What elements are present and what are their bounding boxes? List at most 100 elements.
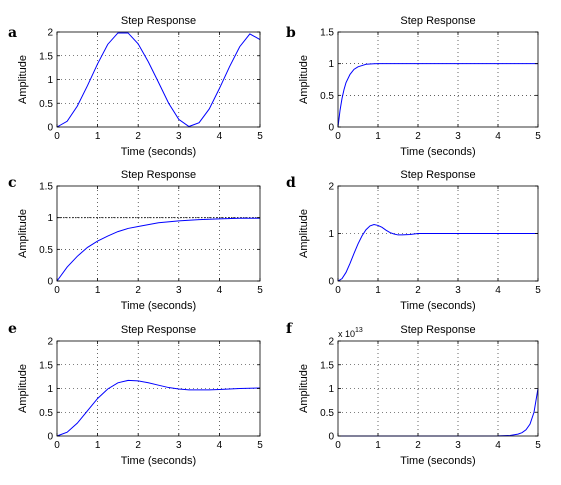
y-tick-label: 0	[47, 123, 53, 134]
x-axis-label: Time (seconds)	[400, 455, 475, 467]
chart-title: Step Response	[121, 169, 196, 181]
x-tick-label: 2	[415, 285, 421, 296]
y-tick-label: 0	[328, 432, 334, 443]
x-tick-label: 5	[535, 440, 541, 451]
x-tick-label: 0	[54, 131, 60, 142]
series-line	[56, 32, 261, 128]
chart-panel-c: 0 1 2 3 4 5 0 0.5 1 1.5 Step Response Time (seconds…	[8, 169, 263, 312]
x-axis-label: Time (seconds)	[121, 146, 196, 158]
series-line	[337, 223, 538, 282]
y-tick-label: 0.5	[39, 99, 53, 110]
y-tick-label: 2	[328, 182, 334, 193]
y-tick-label: 2	[328, 337, 334, 348]
x-tick-label: 1	[95, 440, 101, 451]
y-axis-label: Amplitude	[298, 55, 310, 104]
chart-title: Step Response	[400, 324, 475, 336]
y-tick-label: 1	[47, 384, 53, 395]
y-axis-label: Amplitude	[298, 209, 310, 258]
y-tick-label: 0.5	[39, 408, 53, 419]
x-tick-label: 4	[217, 440, 223, 451]
y-tick-label: 1.5	[39, 51, 53, 62]
y-axis-label: Amplitude	[17, 55, 29, 104]
y-tick-label: 1	[328, 384, 334, 395]
plot-area	[57, 186, 260, 281]
x-tick-label: 2	[135, 440, 141, 451]
chart-panel-e: 0 1 2 3 4 5 0 0.5 1 1.5 2 Step Response Time (second…	[8, 321, 263, 467]
x-tick-label: 3	[455, 440, 461, 451]
y-exponent-power: 13	[355, 327, 363, 334]
y-tick-label: 0	[328, 277, 334, 288]
panel-letter: d	[286, 175, 296, 191]
chart-title: Step Response	[400, 169, 475, 181]
x-tick-label: 5	[257, 440, 263, 451]
x-tick-label: 2	[135, 285, 141, 296]
chart-panel-d: 0 1 2 3 4 5 0 1 2 Step Response Time (seconds) Ampl…	[286, 169, 541, 312]
y-tick-label: 0.5	[39, 245, 53, 256]
x-tick-label: 5	[535, 285, 541, 296]
x-tick-label: 0	[335, 440, 341, 451]
x-tick-label: 3	[455, 285, 461, 296]
x-tick-label: 4	[217, 285, 223, 296]
x-tick-label: 1	[95, 131, 101, 142]
chart-panel-a: 0 1 2 3 4 5 0 0.5 1 1.5 2 Step Response Time (second…	[8, 15, 263, 158]
x-tick-label: 4	[495, 131, 501, 142]
x-tick-label: 0	[335, 131, 341, 142]
y-tick-label: 2	[47, 337, 53, 348]
y-axis-label: Amplitude	[17, 364, 29, 413]
plot-area	[57, 341, 260, 436]
y-tick-label: 1	[328, 59, 334, 70]
x-tick-label: 0	[335, 285, 341, 296]
x-tick-label: 3	[176, 131, 182, 142]
panel-letter: a	[8, 25, 17, 41]
y-tick-label: 1	[328, 229, 334, 240]
y-axis-label: Amplitude	[17, 209, 29, 258]
x-tick-label: 3	[455, 131, 461, 142]
chart-panel-b: 0 1 2 3 4 5 0 0.5 1 1.5 Step Response Time (seconds…	[286, 15, 541, 158]
panel-letter: f	[286, 321, 293, 337]
y-tick-label: 0.5	[320, 91, 334, 102]
x-tick-label: 5	[535, 131, 541, 142]
x-tick-label: 3	[176, 440, 182, 451]
x-axis-label: Time (seconds)	[400, 300, 475, 312]
x-axis-label: Time (seconds)	[121, 455, 196, 467]
series-line	[56, 217, 260, 282]
y-exponent-label: x 10	[338, 329, 355, 339]
y-tick-label: 1.5	[320, 28, 334, 39]
series-line	[56, 379, 261, 437]
x-tick-label: 1	[375, 131, 381, 142]
plot-area	[338, 32, 538, 127]
series-line	[337, 63, 538, 128]
y-tick-label: 1.5	[39, 182, 53, 193]
plot-frame	[56, 185, 261, 282]
x-axis-label: Time (seconds)	[121, 300, 196, 312]
x-tick-label: 1	[375, 285, 381, 296]
x-tick-label: 2	[415, 131, 421, 142]
panel-letter: c	[8, 175, 17, 191]
x-tick-label: 2	[415, 440, 421, 451]
x-tick-label: 3	[176, 285, 182, 296]
y-tick-label: 1	[47, 75, 53, 86]
panel-letter: b	[286, 25, 296, 41]
x-tick-label: 4	[495, 285, 501, 296]
x-tick-label: 4	[495, 440, 501, 451]
y-tick-label: 1	[47, 213, 53, 224]
y-tick-label: 0	[47, 432, 53, 443]
x-tick-label: 1	[95, 285, 101, 296]
chart-panel-f: 0 1 2 3 4 5 0 0.5 1 1.5 2 Step Response Time (second…	[286, 321, 541, 467]
x-tick-label: 5	[257, 285, 263, 296]
x-tick-label: 0	[54, 285, 60, 296]
x-tick-label: 0	[54, 440, 60, 451]
y-tick-label: 1.5	[320, 360, 334, 371]
y-tick-label: 2	[47, 28, 53, 39]
chart-title: Step Response	[121, 15, 196, 27]
panel-letter: e	[8, 321, 17, 337]
x-tick-label: 5	[257, 131, 263, 142]
x-tick-label: 1	[375, 440, 381, 451]
x-axis-label: Time (seconds)	[400, 146, 475, 158]
plot-frame	[337, 31, 539, 128]
chart-title: Step Response	[121, 324, 196, 336]
x-tick-label: 4	[217, 131, 223, 142]
y-tick-label: 0	[328, 123, 334, 134]
y-tick-label: 0	[47, 277, 53, 288]
